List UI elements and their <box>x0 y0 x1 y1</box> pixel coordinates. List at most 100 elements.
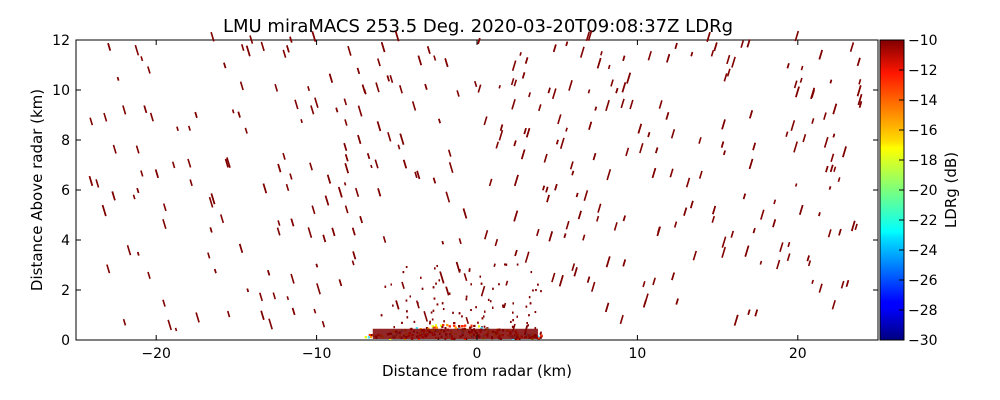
radar-gate <box>829 164 834 173</box>
radar-gate <box>512 311 514 314</box>
radar-gate <box>447 149 452 157</box>
radar-gate <box>338 186 343 198</box>
radar-gate <box>433 326 436 329</box>
radar-gate <box>535 289 537 292</box>
radar-gate <box>443 320 445 323</box>
radar-gate <box>720 141 725 148</box>
radar-gate <box>140 56 144 62</box>
radar-gate <box>244 127 248 134</box>
radar-gate <box>596 215 600 222</box>
radar-gate <box>607 64 611 70</box>
radar-gate <box>674 42 678 49</box>
radar-gate <box>516 315 519 318</box>
radar-gate <box>525 127 531 138</box>
radar-gate <box>147 271 151 279</box>
x-tick-label: −10 <box>302 346 332 362</box>
radar-gate <box>516 263 519 266</box>
radar-gate <box>721 236 727 248</box>
radar-gate <box>238 243 244 253</box>
radar-gate <box>620 98 625 109</box>
radar-gate <box>282 152 286 160</box>
radar-gate <box>520 149 526 160</box>
radar-gate <box>514 249 518 257</box>
radar-gate <box>237 111 241 118</box>
radar-gate <box>421 287 424 290</box>
radar-gate <box>382 235 387 243</box>
radar-gate <box>685 177 691 188</box>
radar-gate <box>354 187 360 197</box>
radar-gate <box>313 308 317 314</box>
radar-gate <box>425 327 428 330</box>
radar-gate <box>493 263 496 268</box>
radar-gate <box>311 205 316 215</box>
radar-gate <box>629 99 634 110</box>
radar-gate <box>823 112 827 120</box>
radar-gate <box>389 75 394 83</box>
radar-gate <box>530 271 533 274</box>
radar-gate <box>548 231 553 242</box>
radar-gate <box>583 190 589 202</box>
radar-gate <box>240 44 245 51</box>
radar-gate <box>565 220 570 230</box>
radar-gate <box>772 219 777 228</box>
radar-gate <box>322 234 327 243</box>
radar-gate <box>498 129 504 141</box>
radar-gate <box>95 179 100 188</box>
radar-gate <box>475 306 477 309</box>
colorbar-tick-label: −20 <box>908 183 938 199</box>
colorbar-ticks: −10 −12 −14 −16 −18 −20 −22 −24 −26 −28 −30 <box>899 33 938 349</box>
radar-gate <box>502 304 504 307</box>
radar-gate <box>521 72 526 79</box>
radar-gate <box>470 324 473 327</box>
radar-gate <box>226 157 231 168</box>
radar-gate <box>359 215 363 224</box>
radar-gate <box>424 83 428 90</box>
colorbar-tick-label: −22 <box>908 213 938 229</box>
radar-gate <box>344 163 349 174</box>
radar-gate <box>806 255 810 262</box>
radar-gate <box>489 300 492 303</box>
radar-gate <box>810 87 816 100</box>
radar-gate <box>88 175 94 186</box>
radar-gate <box>479 275 482 278</box>
radar-gate <box>626 72 631 84</box>
radar-gate <box>587 30 593 41</box>
y-tick-label: 8 <box>61 133 70 149</box>
radar-gate <box>446 324 449 327</box>
radar-gate <box>800 65 804 71</box>
radar-gate <box>347 45 352 56</box>
radar-gate <box>502 305 504 308</box>
radar-gate <box>246 288 250 293</box>
radar-gate <box>357 105 363 117</box>
radar-gate <box>552 44 557 53</box>
radar-gate <box>338 279 343 287</box>
radar-gate <box>505 263 508 266</box>
radar-gate <box>759 260 763 265</box>
radar-gate <box>587 89 591 94</box>
radar-gate <box>260 310 265 321</box>
radar-gate <box>488 178 493 187</box>
radar-gate <box>818 49 823 60</box>
radar-gate <box>290 218 295 227</box>
radar-gate <box>402 159 408 169</box>
radar-gate <box>675 298 679 305</box>
radar-gate <box>289 36 293 43</box>
radar-gate <box>534 311 537 314</box>
radar-gate <box>470 283 472 286</box>
radar-gate <box>692 250 697 261</box>
radar-gate <box>149 112 154 122</box>
radar-gate <box>189 179 193 187</box>
radar-gate <box>426 46 431 54</box>
radar-gate <box>409 295 412 298</box>
radar-gate <box>494 238 499 247</box>
radar-gate <box>429 322 431 325</box>
radar-gate <box>453 324 456 327</box>
radar-gate <box>721 119 726 130</box>
radar-gate <box>364 336 367 339</box>
radar-gate <box>352 251 357 260</box>
radar-gate <box>802 134 807 143</box>
radar-gate <box>134 44 140 56</box>
radar-gate <box>458 238 462 245</box>
radar-gate <box>441 302 444 305</box>
radar-gate <box>794 183 798 187</box>
